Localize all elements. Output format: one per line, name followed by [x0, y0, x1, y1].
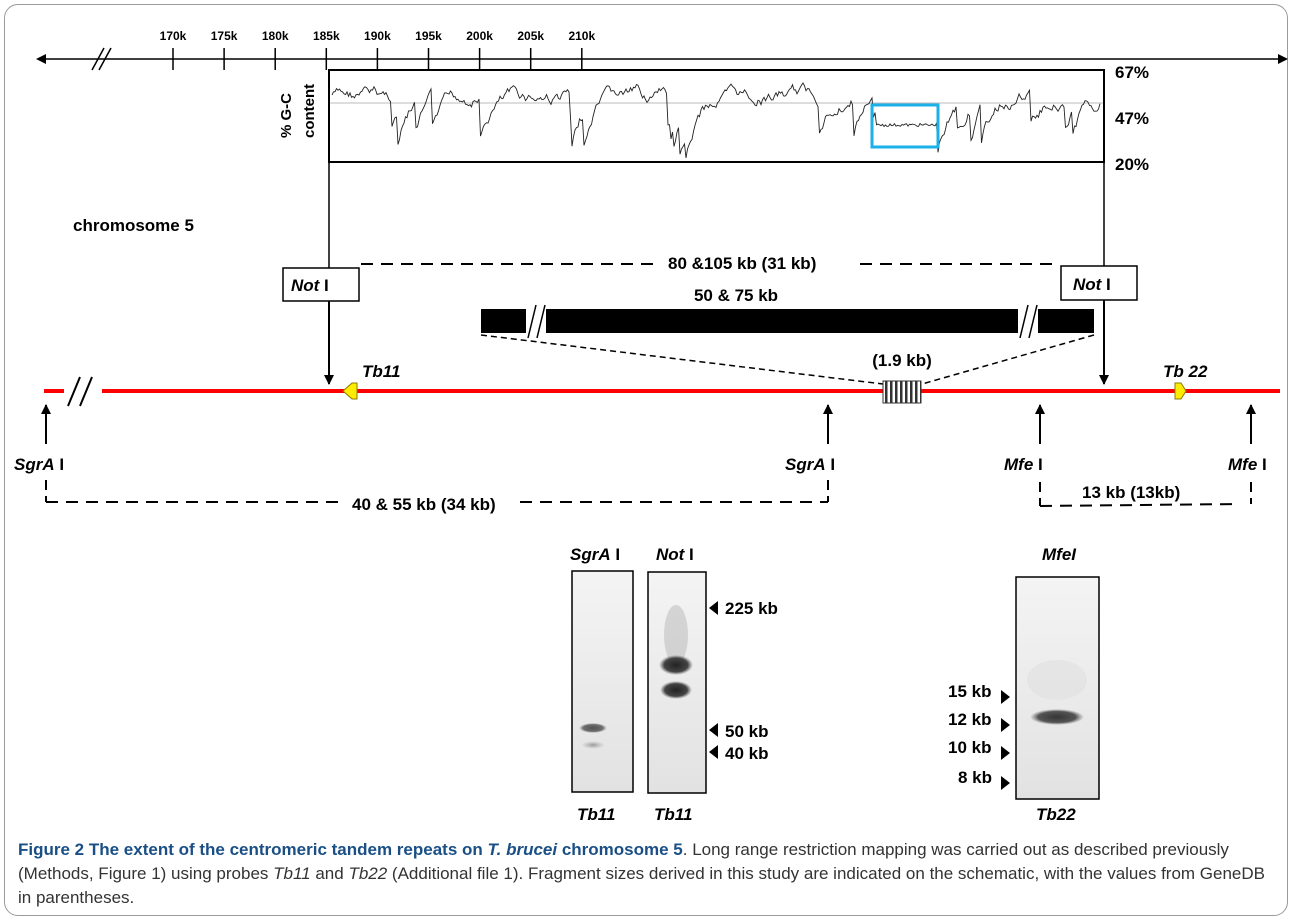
marker-8kb-label: 8 kb	[958, 768, 992, 787]
noti-site-left: Not I	[282, 267, 360, 302]
marker-50kb-arrow-icon	[709, 723, 718, 737]
svg-text:Not I: Not I	[291, 276, 329, 295]
sgra-fragment-bracket: 40 & 55 kb (34 kb)	[45, 480, 829, 514]
marker-15kb-arrow-icon	[1001, 690, 1010, 704]
blot-sgra-label: SgrA I	[570, 545, 620, 564]
marker-40kb-label: 40 kb	[725, 744, 768, 763]
blot-mfe-label: MfeI	[1042, 545, 1077, 564]
probe-tb22-map-label: Tb 22	[1163, 362, 1208, 381]
probe-tb22-marker-icon	[1174, 382, 1187, 400]
repeat-block: 50 & 75 kb	[481, 286, 1094, 339]
chromosome-break-icon	[67, 376, 81, 407]
marker-225kb-arrow-icon	[709, 601, 718, 615]
repeat-unit-label: (1.9 kb)	[872, 351, 932, 370]
probe-tb11-map-label: Tb11	[362, 362, 400, 381]
marker-10kb-arrow-icon	[1001, 746, 1010, 760]
axis-tick-label: 190k	[364, 29, 391, 43]
gc-content-panel: % G-C content 67% 47% 20%	[278, 63, 1149, 174]
probe-tb11-marker-icon	[342, 382, 358, 400]
blot-mfe-probe: Tb22	[1036, 805, 1076, 824]
gc-trace-line	[331, 82, 1101, 159]
axis-right-arrow-icon	[1278, 54, 1288, 64]
blot-not-probe: Tb11	[654, 805, 692, 824]
sgra-site-left-label: SgrA I	[14, 455, 64, 474]
blot-sgra-probe: Tb11	[577, 805, 615, 824]
caption-title: Figure 2 The extent of the centromeric t…	[18, 840, 683, 859]
svg-text:Not I: Not I	[1073, 275, 1111, 294]
blot-not-label: Not I	[656, 545, 694, 564]
svg-text:50 & 75 kb: 50 & 75 kb	[694, 286, 778, 305]
sgra-site-right-label: SgrA I	[785, 455, 835, 474]
axis-break-icon	[91, 47, 105, 71]
marker-15kb-label: 15 kb	[948, 682, 991, 701]
sgra-fragment-label: 40 & 55 kb (34 kb)	[352, 495, 496, 514]
figure-caption: Figure 2 The extent of the centromeric t…	[18, 840, 1265, 907]
gc-ylabel-line2: content	[301, 84, 318, 138]
mfe-fragment-bracket: 13 kb (13kb)	[1039, 482, 1252, 507]
mfe-site-left-label: Mfe I	[1004, 455, 1043, 474]
axis-tick-label: 195k	[415, 29, 442, 43]
axis-tick-label: 205k	[517, 29, 544, 43]
figure-frame	[4, 4, 1288, 916]
gc-ylabel-line1: % G-C	[278, 93, 295, 138]
tandem-repeat-box	[882, 380, 922, 404]
blot-mfe: MfeI Tb22 15 kb 12 kb 10 kb 8 kb	[948, 545, 1100, 824]
restriction-map-diagram: 170k 175k 180k 185k 190k 195k 200k 205k 210k % G…	[14, 29, 1288, 824]
gc-level-low: 20%	[1115, 155, 1149, 174]
marker-40kb-arrow-icon	[709, 745, 718, 759]
axis-tick-label: 185k	[313, 29, 340, 43]
coordinate-axis: 170k 175k 180k 185k 190k 195k 200k 205k 210k	[36, 29, 1288, 71]
marker-8kb-arrow-icon	[1001, 776, 1010, 790]
axis-tick-label: 175k	[211, 29, 238, 43]
marker-12kb-label: 12 kb	[948, 710, 991, 729]
blot-not: Not I Tb11 225 kb 50 kb 40 kb	[647, 545, 778, 824]
mfe-fragment-label: 13 kb (13kb)	[1082, 483, 1180, 502]
mfe-site-right-label: Mfe I	[1228, 455, 1267, 474]
gc-level-high: 67%	[1115, 63, 1149, 82]
axis-tick-label: 170k	[160, 29, 187, 43]
marker-12kb-arrow-icon	[1001, 718, 1010, 732]
axis-left-arrow-icon	[36, 54, 46, 64]
noti-fragment-label: 80 &105 kb (31 kb)	[668, 254, 816, 273]
axis-tick-label: 210k	[568, 29, 595, 43]
axis-tick-label: 180k	[262, 29, 289, 43]
marker-10kb-label: 10 kb	[948, 738, 991, 757]
marker-50kb-label: 50 kb	[725, 722, 768, 741]
gc-level-mid: 47%	[1115, 109, 1149, 128]
noti-site-right: Not I	[1060, 265, 1138, 301]
chromosome-label: chromosome 5	[73, 216, 194, 235]
marker-225kb-label: 225 kb	[725, 599, 778, 618]
blot-sgra: SgrA I Tb11	[570, 545, 634, 824]
axis-tick-label: 200k	[466, 29, 493, 43]
highlight-box	[870, 103, 940, 149]
